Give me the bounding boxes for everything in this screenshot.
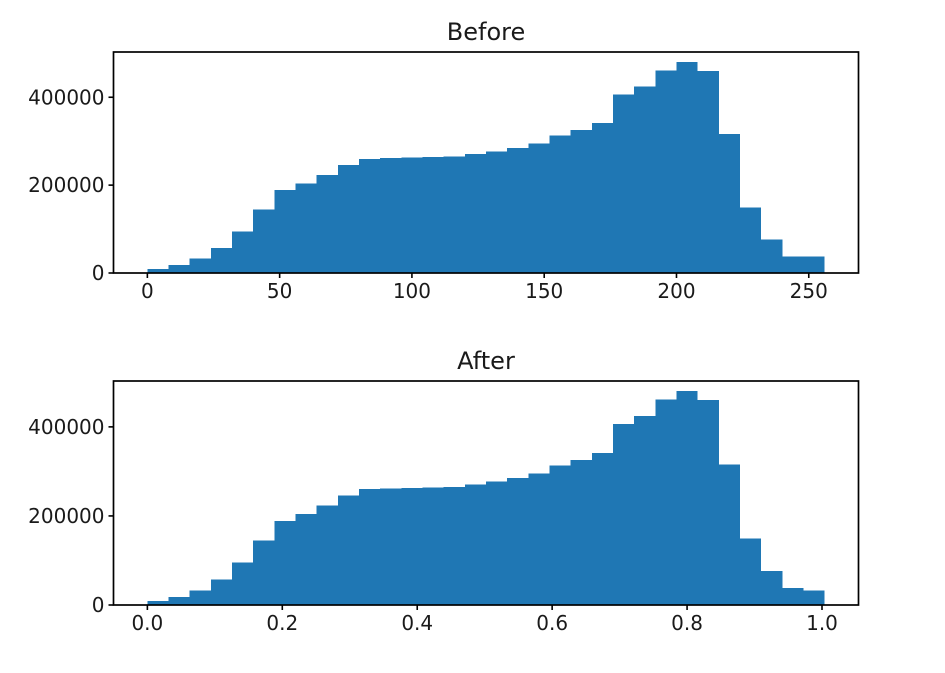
histogram-bar xyxy=(782,256,804,273)
x-tick-label: 100 xyxy=(393,279,431,303)
histogram-bar xyxy=(507,478,529,605)
histogram-bar xyxy=(634,86,656,274)
histogram-bar xyxy=(739,207,762,273)
y-tick-label: 200000 xyxy=(28,504,104,528)
histogram-bar xyxy=(337,164,360,273)
histogram-bar xyxy=(464,484,487,605)
histogram-bar xyxy=(443,486,465,605)
histogram-bar xyxy=(401,157,423,273)
y-tick-label: 400000 xyxy=(28,415,104,439)
histogram-bar xyxy=(232,562,254,605)
histogram-bar xyxy=(380,157,402,273)
x-tick-label: 1.0 xyxy=(806,611,838,635)
histogram-bar xyxy=(316,505,338,605)
histogram-bar xyxy=(274,520,296,605)
histogram-bar xyxy=(761,239,783,273)
x-tick-label: 50 xyxy=(267,279,292,303)
histogram-bar xyxy=(676,62,698,273)
x-tick-label: 0 xyxy=(141,279,154,303)
histogram-bar xyxy=(612,94,635,274)
histogram-bar xyxy=(740,538,762,605)
bars xyxy=(147,391,825,605)
histogram-bar xyxy=(528,473,550,605)
chart-title: After xyxy=(457,347,515,375)
histogram-bar xyxy=(655,70,677,273)
histogram-bar xyxy=(718,134,740,273)
histogram-bar xyxy=(189,590,211,605)
histogram-bar xyxy=(189,258,211,273)
histogram-bar xyxy=(634,416,656,605)
histogram-bar xyxy=(761,571,783,605)
histogram-bar xyxy=(401,487,423,605)
histogram-bar xyxy=(380,488,402,605)
histogram-bar xyxy=(210,247,233,273)
histogram-bar xyxy=(803,256,825,273)
histogram-bar xyxy=(443,156,465,273)
histogram-bar xyxy=(697,400,719,605)
histogram-bar xyxy=(782,588,804,605)
histogram-bar xyxy=(274,189,296,273)
x-tick-label: 0.4 xyxy=(401,611,433,635)
x-tick-label: 250 xyxy=(790,279,828,303)
histogram-bar xyxy=(591,453,614,605)
histogram-bar xyxy=(210,579,233,605)
histogram-bar xyxy=(464,153,486,273)
histogram-bar xyxy=(676,391,698,605)
histogram-bar xyxy=(295,514,317,605)
histogram-bar xyxy=(359,489,381,605)
histogram-bar xyxy=(168,265,190,273)
axes-frame xyxy=(112,51,860,274)
histogram-bar xyxy=(168,596,190,605)
histogram-bar xyxy=(422,157,444,273)
histogram-bar xyxy=(232,231,254,273)
histogram-bar xyxy=(359,158,381,273)
histogram-bar xyxy=(655,399,677,605)
histogram-bar xyxy=(295,183,317,273)
y-tick-label: 400000 xyxy=(28,85,104,109)
chart-after: 0.0 0.2 0.4 0.6 0.8 1.0 0 200000 400000 After xyxy=(28,347,860,635)
histogram-bar xyxy=(147,269,169,273)
chart-before: 0 50 100 150 200 250 0 200000 400000 Before xyxy=(28,18,860,303)
histogram-bar xyxy=(803,590,825,605)
histogram-bar xyxy=(316,175,338,273)
histogram-bar xyxy=(337,495,360,605)
histogram-bar xyxy=(253,209,275,273)
x-tick-label: 0.0 xyxy=(131,611,163,635)
histogram-bar xyxy=(570,129,592,273)
x-tick-label: 150 xyxy=(525,279,563,303)
histogram-bar xyxy=(570,459,592,605)
histogram-bar xyxy=(549,135,571,273)
x-tick-label: 0.6 xyxy=(536,611,568,635)
histogram-bar xyxy=(697,70,719,273)
histogram-bar xyxy=(549,465,571,605)
y-tick-label: 200000 xyxy=(28,173,104,197)
y-tick-label: 0 xyxy=(92,593,105,617)
histogram-bar xyxy=(147,600,169,605)
histogram-bar xyxy=(422,487,444,605)
bars xyxy=(147,62,825,274)
x-tick-label: 0.2 xyxy=(266,611,298,635)
histogram-bar xyxy=(528,143,550,273)
x-tick-label: 200 xyxy=(657,279,695,303)
axes-frame xyxy=(112,380,860,606)
histogram-bar xyxy=(486,481,508,605)
histogram-bar xyxy=(486,151,508,273)
histogram-bar xyxy=(507,147,529,273)
histogram-bar xyxy=(591,123,613,274)
histogram-bar xyxy=(613,424,635,605)
x-tick-label: 0.8 xyxy=(671,611,703,635)
histogram-bar xyxy=(718,464,740,605)
histogram-bar xyxy=(253,540,275,605)
chart-title: Before xyxy=(447,18,525,46)
y-tick-label: 0 xyxy=(92,261,105,285)
